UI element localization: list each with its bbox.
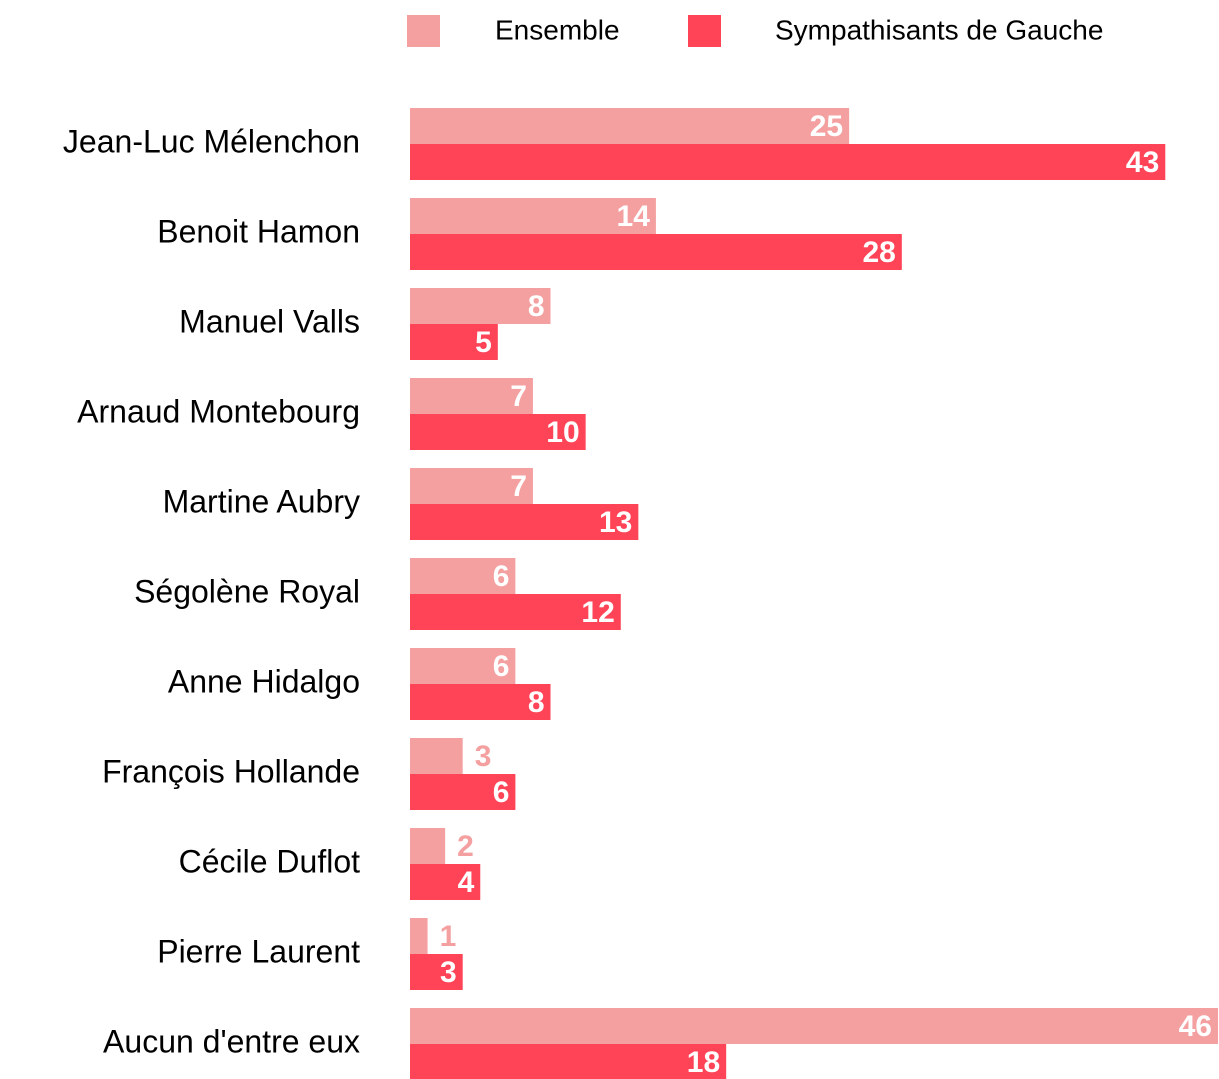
value-label: 13 bbox=[599, 506, 632, 539]
bar bbox=[410, 378, 533, 414]
value-label: 18 bbox=[687, 1046, 720, 1079]
legend-label: Sympathisants de Gauche bbox=[775, 14, 1103, 45]
bar bbox=[410, 324, 498, 360]
bar bbox=[410, 198, 656, 234]
bar bbox=[410, 558, 516, 594]
category-label: Aucun d'entre eux bbox=[103, 1023, 360, 1059]
value-label: 7 bbox=[510, 380, 527, 413]
value-label: 28 bbox=[862, 236, 895, 269]
legend-swatch bbox=[688, 15, 721, 47]
bar bbox=[410, 918, 428, 954]
bar bbox=[410, 468, 533, 504]
value-label: 46 bbox=[1179, 1010, 1212, 1043]
bar bbox=[410, 684, 551, 720]
legend-swatch bbox=[407, 15, 440, 47]
bar bbox=[410, 1044, 727, 1079]
value-label: 6 bbox=[493, 560, 510, 593]
value-label: 10 bbox=[546, 416, 579, 449]
bar bbox=[410, 738, 463, 774]
category-label: Anne Hidalgo bbox=[168, 663, 360, 699]
value-label: 5 bbox=[475, 326, 492, 359]
category-label: Ségolène Royal bbox=[134, 573, 360, 609]
value-label: 8 bbox=[528, 686, 545, 719]
legend-label: Ensemble bbox=[495, 14, 620, 45]
value-label: 1 bbox=[440, 920, 457, 953]
value-label: 6 bbox=[493, 650, 510, 683]
value-label: 25 bbox=[810, 110, 843, 143]
bar bbox=[410, 1008, 1218, 1044]
value-label: 6 bbox=[493, 776, 510, 809]
value-label: 3 bbox=[440, 956, 457, 989]
category-label: Jean-Luc Mélenchon bbox=[63, 123, 360, 159]
bar bbox=[410, 144, 1166, 180]
bar bbox=[410, 288, 551, 324]
bar bbox=[410, 108, 850, 144]
value-label: 4 bbox=[458, 866, 475, 899]
bar bbox=[410, 828, 446, 864]
value-label: 7 bbox=[510, 470, 527, 503]
bar bbox=[410, 234, 902, 270]
category-label: Manuel Valls bbox=[179, 303, 360, 339]
category-label: Benoit Hamon bbox=[157, 213, 360, 249]
bar bbox=[410, 864, 481, 900]
value-label: 8 bbox=[528, 290, 545, 323]
bar bbox=[410, 648, 516, 684]
value-label: 12 bbox=[581, 596, 614, 629]
bar bbox=[410, 414, 586, 450]
category-label: Martine Aubry bbox=[163, 483, 360, 519]
category-label: Pierre Laurent bbox=[157, 933, 360, 969]
value-label: 3 bbox=[475, 740, 492, 773]
category-label: François Hollande bbox=[102, 753, 360, 789]
bar bbox=[410, 594, 621, 630]
bar bbox=[410, 774, 516, 810]
category-label: Arnaud Montebourg bbox=[77, 393, 360, 429]
category-label: Cécile Duflot bbox=[179, 843, 361, 879]
value-label: 2 bbox=[457, 830, 474, 863]
bar bbox=[410, 954, 463, 990]
bar bbox=[410, 504, 639, 540]
value-label: 14 bbox=[617, 200, 651, 233]
value-label: 43 bbox=[1126, 146, 1159, 179]
